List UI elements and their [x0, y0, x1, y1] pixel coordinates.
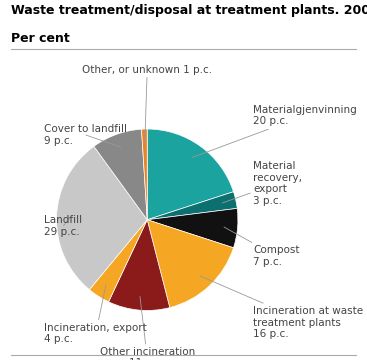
Wedge shape [147, 192, 237, 220]
Text: Other, or unknown 1 p.c.: Other, or unknown 1 p.c. [82, 64, 212, 143]
Text: Incineration at waste
treatment plants
16 p.c.: Incineration at waste treatment plants 1… [200, 276, 363, 339]
Text: Compost
7 p.c.: Compost 7 p.c. [224, 227, 299, 267]
Text: Incineration, export
4 p.c.: Incineration, export 4 p.c. [44, 285, 147, 344]
Wedge shape [94, 129, 147, 220]
Text: Material
recovery,
export
3 p.c.: Material recovery, export 3 p.c. [222, 161, 302, 206]
Text: Per cent: Per cent [11, 32, 70, 45]
Wedge shape [147, 208, 238, 248]
Wedge shape [57, 147, 147, 290]
Wedge shape [90, 220, 147, 302]
Wedge shape [147, 129, 233, 220]
Text: Cover to landfill
9 p.c.: Cover to landfill 9 p.c. [44, 124, 127, 147]
Text: Materialgjenvinning
20 p.c.: Materialgjenvinning 20 p.c. [193, 105, 357, 157]
Text: Landfill
29 p.c.: Landfill 29 p.c. [44, 215, 83, 237]
Wedge shape [147, 220, 233, 307]
Wedge shape [142, 129, 147, 220]
Wedge shape [109, 220, 170, 310]
Text: Other incineration
11 p.c.: Other incineration 11 p.c. [99, 297, 195, 360]
Text: Waste treatment/disposal at treatment plants. 2005.: Waste treatment/disposal at treatment pl… [11, 4, 367, 17]
